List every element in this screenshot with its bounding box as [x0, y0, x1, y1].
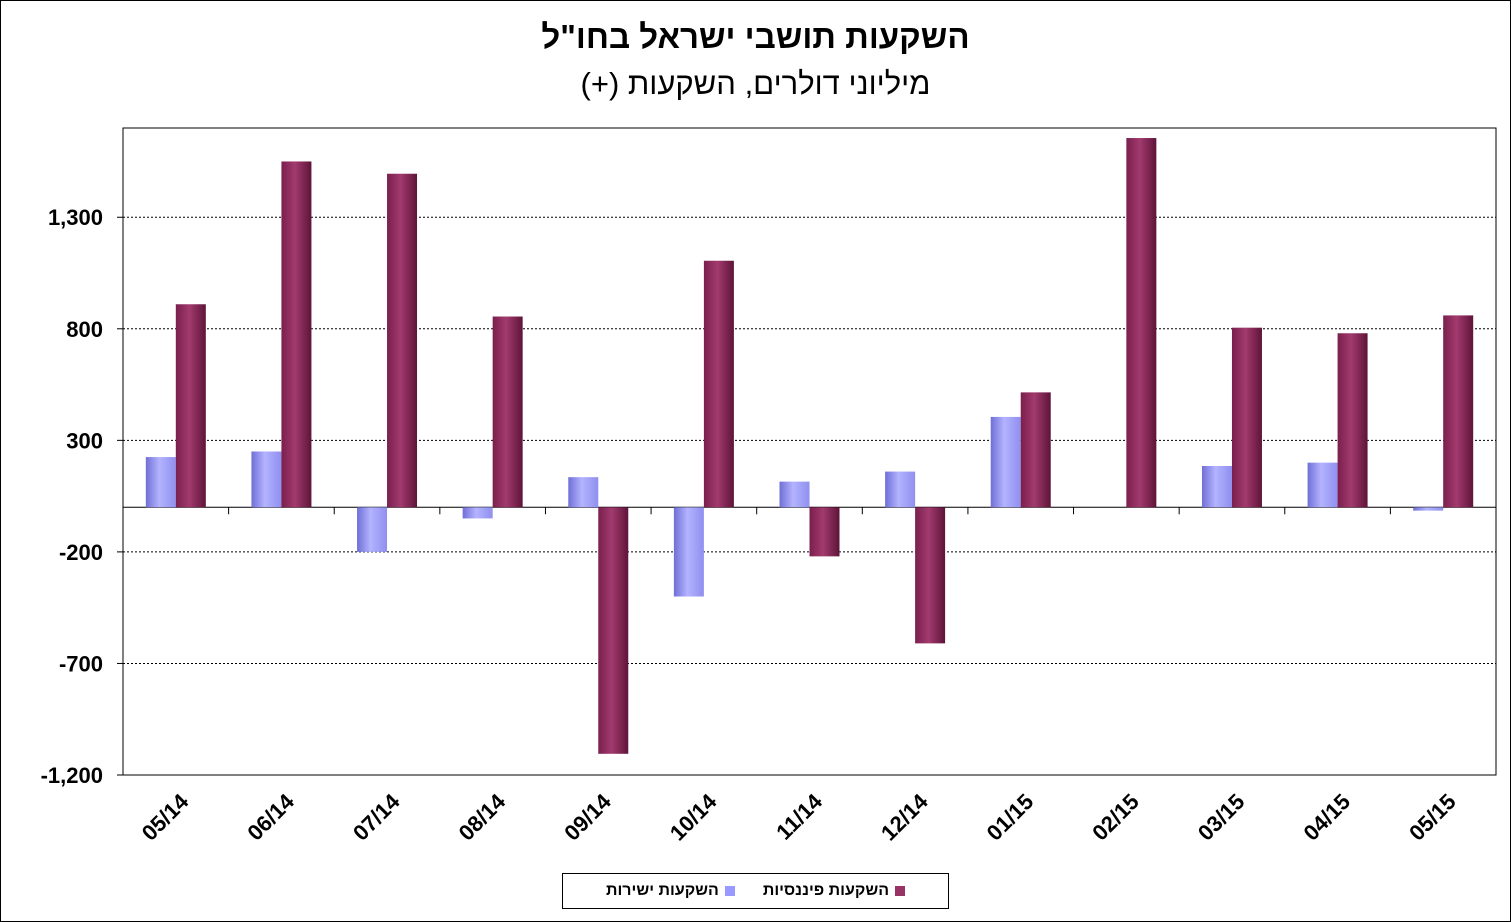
- bar-financial-investment: [281, 161, 312, 508]
- bar-financial-investment: [387, 173, 418, 508]
- y-tick-label: -700: [59, 651, 103, 676]
- y-tick-label: 1,300: [48, 205, 103, 230]
- x-tick-label: 05/15: [1404, 789, 1461, 846]
- x-tick-label: 03/15: [1193, 789, 1250, 846]
- x-tick-label: 06/14: [242, 788, 299, 845]
- bar-financial-investment: [1126, 138, 1157, 508]
- legend-item-financial: השקעות פיננסיות: [762, 882, 906, 900]
- legend-item-direct: השקעות ישירות: [606, 882, 735, 900]
- bar-financial-investment: [1020, 392, 1051, 508]
- y-tick-label: 300: [66, 428, 103, 453]
- bar-direct-investment: [145, 457, 176, 508]
- x-tick-label: 08/14: [454, 788, 511, 845]
- bar-financial-investment: [915, 507, 946, 644]
- y-tick-label: -200: [59, 540, 103, 565]
- plot-area: [122, 127, 1497, 776]
- bar-direct-investment: [568, 477, 599, 508]
- x-tick-label: 10/14: [665, 788, 722, 845]
- legend-label-financial: השקעות פיננסיות: [762, 882, 890, 899]
- x-tick-label: 05/14: [137, 788, 194, 845]
- bar-direct-investment: [990, 416, 1021, 508]
- bar-direct-investment: [462, 507, 493, 519]
- legend: השקעות פיננסיות השקעות ישירות: [562, 873, 949, 909]
- x-tick-label: 12/14: [876, 788, 933, 845]
- y-tick-label: 800: [66, 317, 103, 342]
- bar-direct-investment: [885, 471, 916, 508]
- bar-direct-investment: [251, 451, 282, 508]
- bar-direct-investment: [357, 507, 388, 552]
- bar-financial-investment: [1443, 315, 1474, 508]
- x-tick-label: 02/15: [1087, 789, 1144, 846]
- chart-subtitle: מיליוני דולרים, השקעות (+): [580, 66, 931, 101]
- legend-swatch-direct: [724, 886, 735, 896]
- bar-financial-investment: [703, 260, 734, 508]
- bar-direct-investment: [779, 481, 810, 508]
- bar-direct-investment: [673, 507, 704, 597]
- x-tick-label: 11/14: [771, 788, 827, 844]
- bar-financial-investment: [1231, 327, 1262, 508]
- y-tick-label: -1,200: [41, 763, 103, 788]
- x-tick-label: 01/15: [982, 789, 1039, 846]
- bar-financial-investment: [175, 304, 206, 508]
- legend-swatch-financial: [895, 886, 906, 896]
- bar-direct-investment: [1201, 466, 1232, 508]
- bar-direct-investment: [1413, 507, 1444, 511]
- bar-financial-investment: [809, 507, 840, 557]
- bar-financial-investment: [492, 316, 523, 508]
- x-tick-label: 04/15: [1298, 789, 1355, 846]
- bar-financial-investment: [598, 507, 629, 754]
- bar-direct-investment: [1307, 462, 1338, 508]
- x-tick-label: 07/14: [348, 788, 405, 845]
- x-tick-label: 09/14: [559, 788, 616, 845]
- bar-financial-investment: [1337, 333, 1368, 508]
- legend-label-direct: השקעות ישירות: [605, 882, 719, 899]
- chart-title: השקעות תושבי ישראל בחו"ל: [541, 18, 970, 55]
